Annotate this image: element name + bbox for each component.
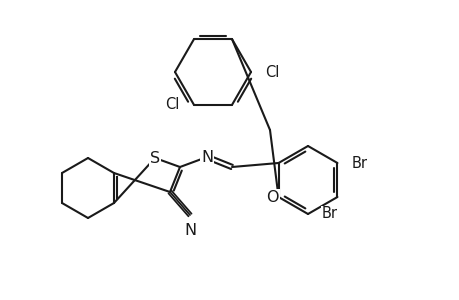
Text: N: N: [201, 149, 213, 164]
Text: O: O: [266, 190, 278, 205]
Text: N: N: [184, 223, 196, 238]
Text: Cl: Cl: [264, 64, 279, 80]
Text: Br: Br: [351, 155, 367, 170]
Text: S: S: [150, 151, 160, 166]
Text: Br: Br: [321, 206, 337, 221]
Text: Cl: Cl: [165, 98, 179, 112]
